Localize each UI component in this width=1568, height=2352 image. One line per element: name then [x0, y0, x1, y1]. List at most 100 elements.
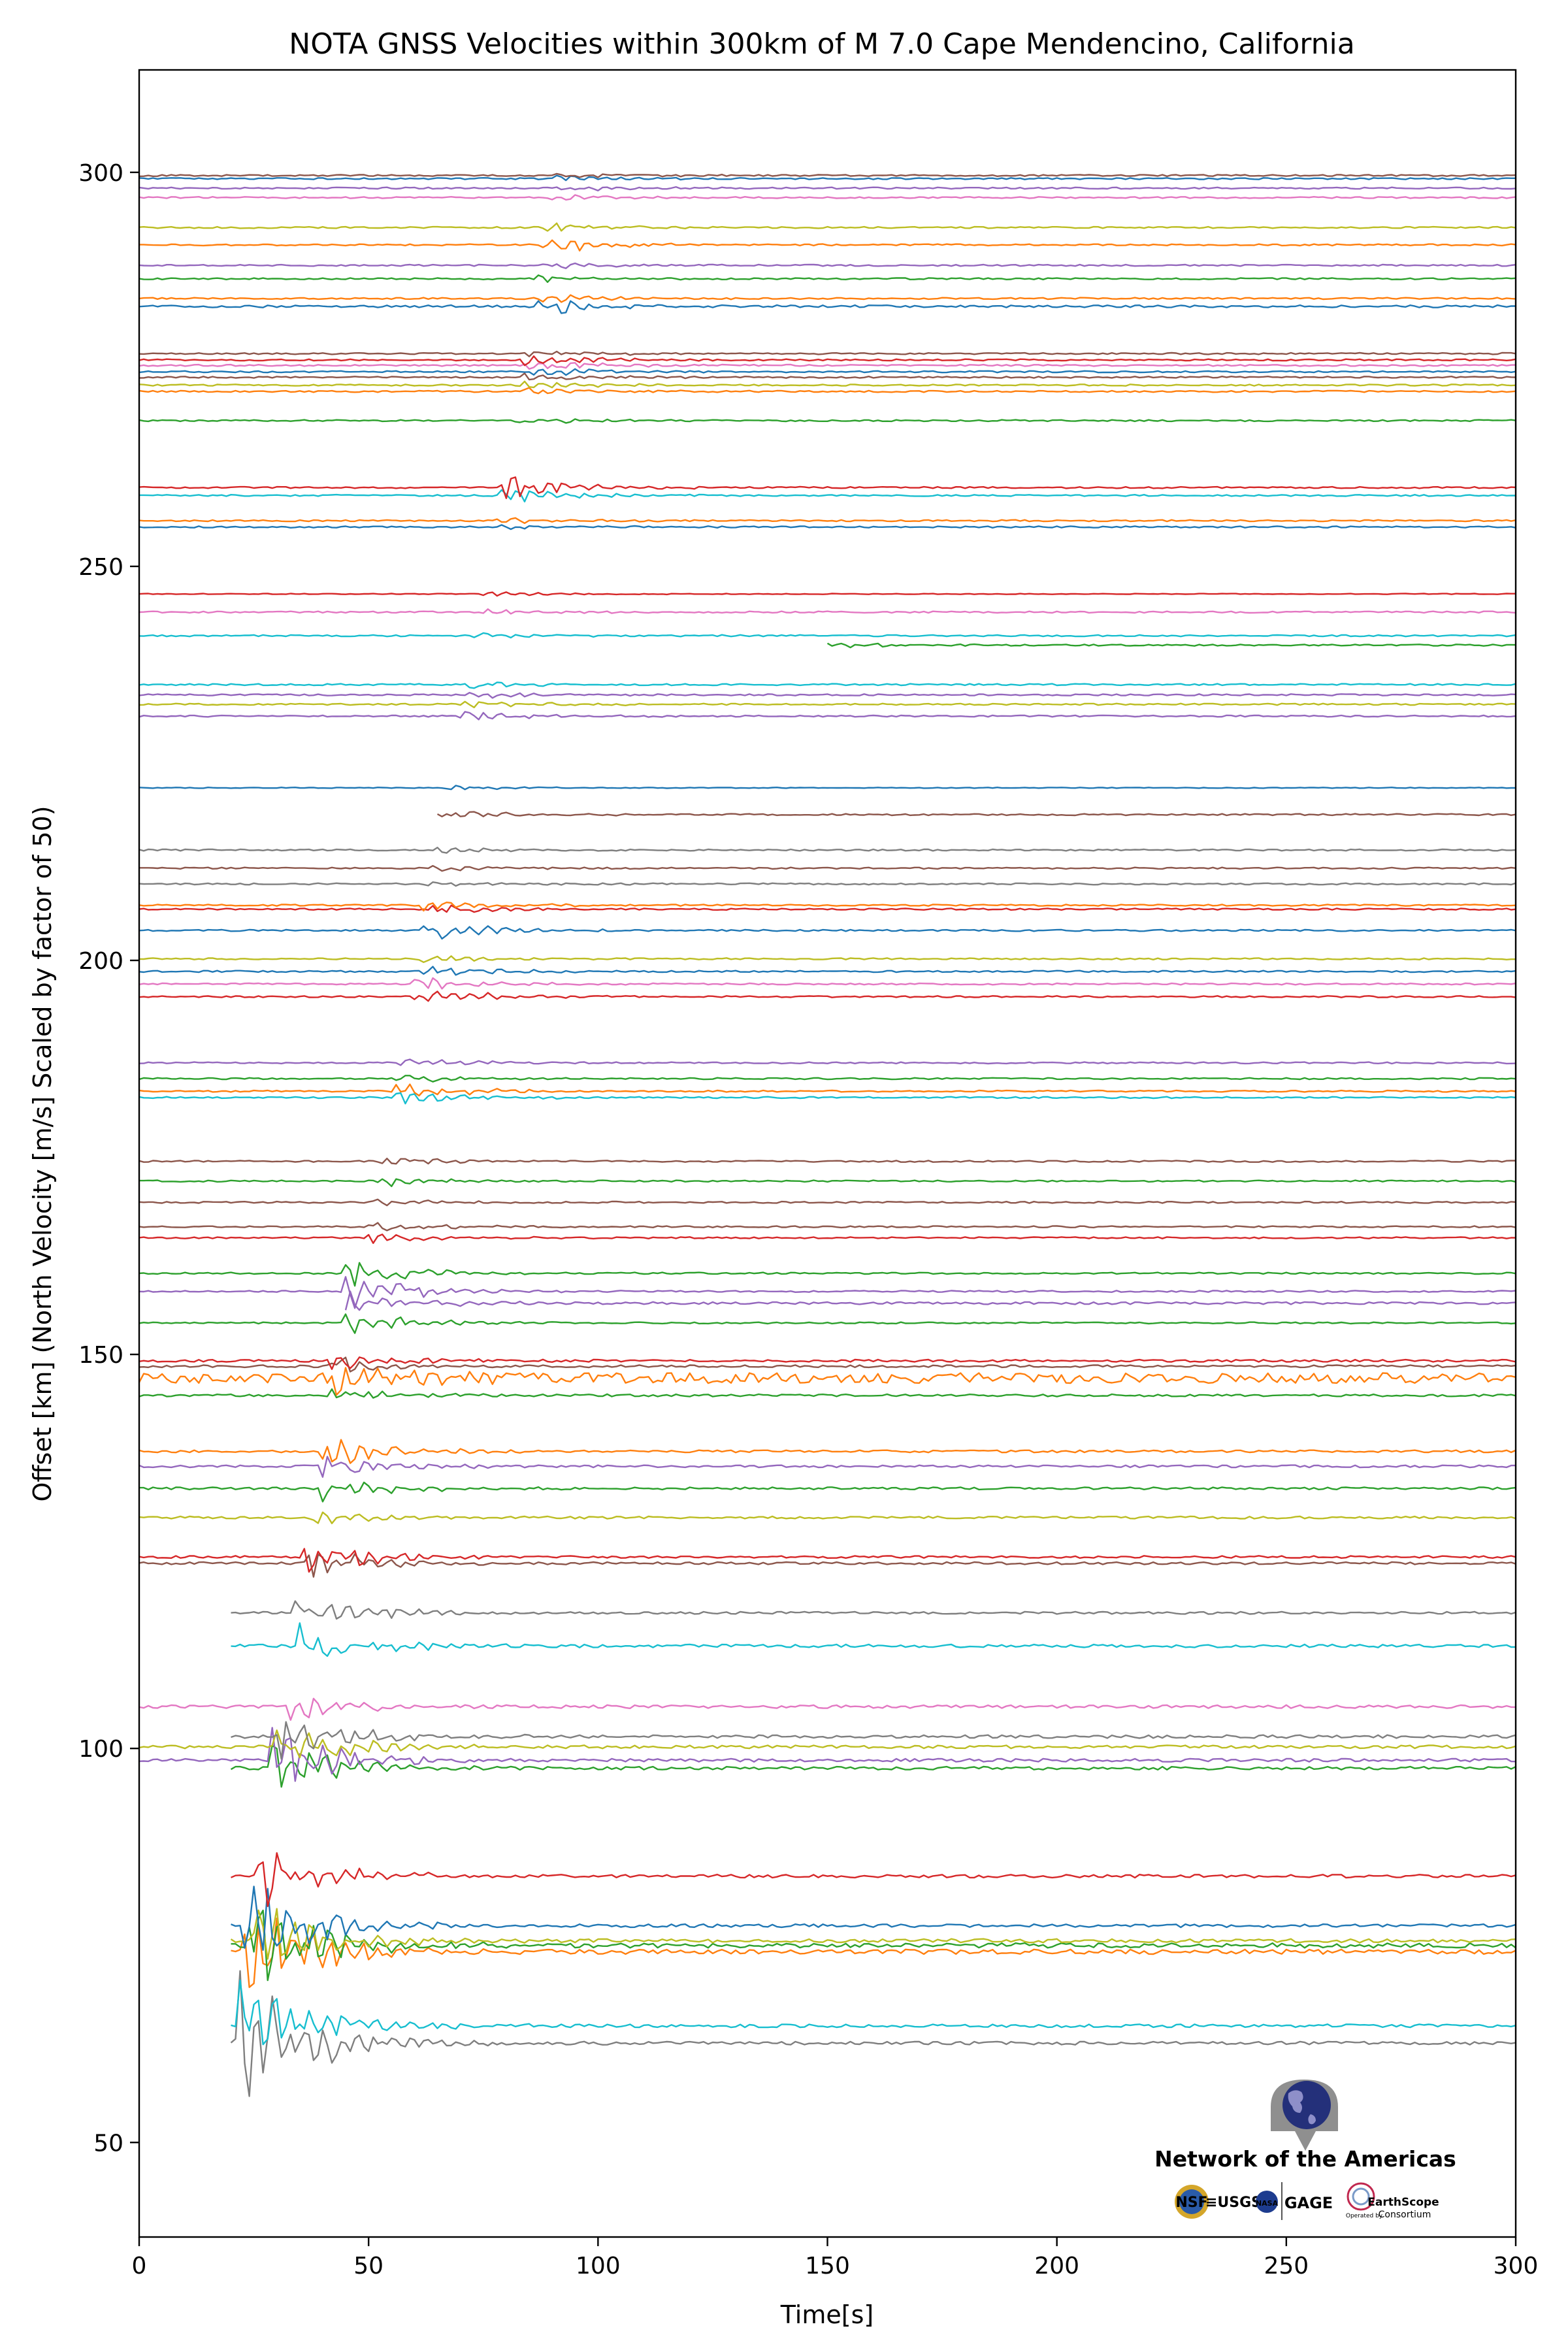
- y-tick-label: 300: [78, 160, 123, 187]
- series-trace: [139, 1727, 1516, 1782]
- series-trace: [139, 1313, 1516, 1334]
- series-trace: [139, 239, 1516, 252]
- series-trace: [139, 300, 1516, 314]
- series-trace: [139, 1356, 1516, 1373]
- series-trace: [139, 691, 1516, 699]
- series-trace: [230, 1908, 1516, 1960]
- series-trace: [139, 362, 1516, 370]
- series-trace: [139, 904, 1516, 913]
- series-trace: [231, 1917, 1516, 1988]
- series-trace: [139, 1157, 1516, 1165]
- operated-by-text: Operated by: [1346, 2213, 1383, 2219]
- series-trace: [139, 608, 1516, 615]
- series-trace: [344, 1290, 1516, 1311]
- series-trace: [139, 350, 1516, 357]
- series-trace: [231, 1979, 1516, 2046]
- x-axis: 0 50 100 150 200 250 300: [132, 2237, 1538, 2279]
- series-trace: [139, 262, 1516, 269]
- y-tick-label: 50: [93, 2130, 123, 2157]
- x-tick-label: 200: [1034, 2253, 1079, 2279]
- series-trace: [139, 222, 1516, 232]
- logo-stand-pin: [1295, 2131, 1316, 2151]
- y-tick-label: 100: [78, 1736, 123, 1763]
- series-trace: [139, 1222, 1516, 1232]
- series-trace: [139, 1092, 1516, 1105]
- series-trace: [139, 1356, 1516, 1370]
- consortium-text: Consortium: [1379, 2210, 1431, 2220]
- series-trace: [139, 524, 1516, 531]
- series-trace: [139, 966, 1516, 976]
- series-trace: [139, 1178, 1516, 1188]
- series-trace: [826, 642, 1516, 649]
- x-tick-label: 150: [805, 2253, 850, 2279]
- series-trace: [139, 864, 1516, 872]
- series-trace: [139, 1548, 1516, 1573]
- series-trace: [139, 681, 1516, 689]
- series-trace: [139, 274, 1516, 283]
- series-trace: [231, 1852, 1516, 1908]
- series-trace: [139, 476, 1516, 499]
- usgs-logo: ≡USGS: [1205, 2195, 1262, 2211]
- series-trace: [139, 1553, 1516, 1578]
- series-trace: [436, 811, 1516, 818]
- series-trace: [139, 977, 1516, 990]
- series-trace: [139, 387, 1516, 395]
- series-trace: [230, 1744, 1516, 1788]
- nsf-seal-inner: [1179, 2189, 1204, 2214]
- series-trace: [139, 1481, 1516, 1503]
- series-trace: [139, 368, 1516, 376]
- earthscope-globe-icon: [1347, 2182, 1375, 2211]
- series-trace: [139, 1198, 1516, 1207]
- series-trace: [139, 1367, 1516, 1396]
- series-trace: [139, 846, 1516, 854]
- series-trace: [139, 1456, 1516, 1478]
- series-trace: [139, 517, 1516, 524]
- y-tick-label: 200: [78, 948, 123, 975]
- series-trace: [139, 1729, 1516, 1759]
- x-tick-label: 50: [353, 2253, 384, 2279]
- series-trace: [139, 1276, 1516, 1309]
- series-trace: [139, 418, 1516, 424]
- series-trace: [139, 591, 1516, 597]
- series-trace: [139, 174, 1516, 182]
- series-trace: [139, 489, 1516, 502]
- series-trace: [139, 785, 1516, 791]
- series-trace: [231, 1886, 1516, 1952]
- series-trace: [139, 711, 1516, 721]
- x-axis-title: Time[s]: [780, 2300, 874, 2329]
- nota-logo: Network of the Americas NSF ≡USGS NASA G…: [1154, 2080, 1456, 2220]
- series-trace: [139, 1511, 1516, 1524]
- series-trace: [139, 990, 1516, 1002]
- series-trace: [139, 881, 1516, 887]
- series-trace: [231, 1622, 1516, 1658]
- series-trace: [139, 294, 1516, 303]
- series-trace: [231, 1721, 1516, 1760]
- series-trace: [139, 632, 1516, 639]
- x-tick-label: 250: [1264, 2253, 1309, 2279]
- series-trace: [139, 1083, 1516, 1097]
- earthscope-globe-inner: [1352, 2187, 1370, 2206]
- series-trace: [139, 955, 1516, 964]
- plot-area: [139, 172, 1516, 2097]
- trace-group: [139, 172, 1516, 2097]
- series-trace: [139, 1075, 1516, 1083]
- logo-title: Network of the Americas: [1154, 2146, 1456, 2172]
- series-trace: [139, 380, 1516, 389]
- nasa-meatball-icon: [1256, 2191, 1278, 2213]
- series-trace: [139, 372, 1516, 381]
- y-tick-label: 150: [78, 1342, 123, 1369]
- series-trace: [139, 1262, 1516, 1287]
- series-trace: [139, 1388, 1516, 1399]
- nasa-logo-text: NASA: [1256, 2199, 1279, 2208]
- series-trace: [139, 194, 1516, 201]
- y-axis: 50 100 150 200 250 300: [78, 160, 139, 2157]
- series-trace: [139, 700, 1516, 709]
- series-trace: [139, 925, 1516, 940]
- series-trace: [139, 1439, 1516, 1464]
- series-trace: [231, 1600, 1516, 1620]
- earthscope-logo: EarthScope: [1367, 2196, 1439, 2209]
- series-trace: [139, 1697, 1516, 1721]
- series-trace: [231, 1909, 1516, 1982]
